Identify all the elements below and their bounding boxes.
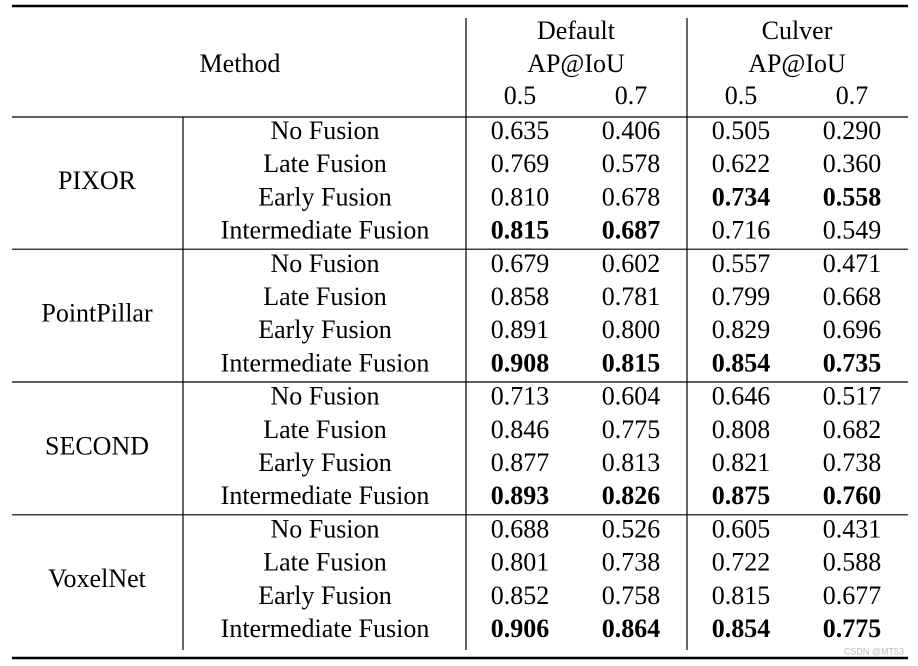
value-cell: 0.758 [602,581,661,610]
method-label: SECOND [45,431,149,460]
fusion-label: Early Fusion [258,448,392,477]
fusion-label: No Fusion [270,382,379,411]
value-cell: 0.815 [491,216,550,245]
watermark: CSDN @MT53 [844,646,904,656]
value-cell: 0.854 [712,348,771,377]
value-cell: 0.431 [823,514,882,543]
fusion-label: Late Fusion [263,415,387,444]
value-cell: 0.604 [602,382,661,411]
value-cell: 0.722 [712,548,771,577]
value-cell: 0.677 [823,581,882,610]
value-cell: 0.775 [602,415,661,444]
value-cell: 0.821 [712,448,771,477]
header-group: Default [537,16,616,45]
value-cell: 0.646 [712,382,771,411]
value-cell: 0.696 [823,315,882,344]
value-cell: 0.877 [491,448,550,477]
value-cell: 0.687 [602,216,661,245]
value-cell: 0.781 [602,282,661,311]
value-cell: 0.826 [602,481,661,510]
fusion-label: Late Fusion [263,149,387,178]
fusion-label: No Fusion [270,514,379,543]
value-cell: 0.557 [712,249,771,278]
fusion-label: Intermediate Fusion [221,614,430,643]
fusion-label: Early Fusion [258,182,392,211]
value-cell: 0.810 [491,182,550,211]
value-cell: 0.716 [712,216,771,245]
fusion-label: Intermediate Fusion [221,216,430,245]
fusion-label: No Fusion [270,249,379,278]
method-label: PointPillar [41,299,153,328]
value-cell: 0.602 [602,249,661,278]
value-cell: 0.800 [602,315,661,344]
fusion-label: Late Fusion [263,282,387,311]
value-cell: 0.738 [602,548,661,577]
value-cell: 0.775 [823,614,882,643]
method-label: VoxelNet [48,564,147,593]
value-cell: 0.406 [602,116,661,145]
value-cell: 0.471 [823,249,882,278]
value-cell: 0.864 [602,614,661,643]
value-cell: 0.679 [491,249,550,278]
value-cell: 0.891 [491,315,550,344]
value-cell: 0.549 [823,216,882,245]
header-metric: AP@IoU [748,49,846,78]
value-cell: 0.906 [491,614,550,643]
value-cell: 0.852 [491,581,550,610]
value-cell: 0.875 [712,481,771,510]
fusion-label: No Fusion [270,116,379,145]
value-cell: 0.858 [491,282,550,311]
value-cell: 0.517 [823,382,882,411]
value-cell: 0.846 [491,415,550,444]
value-cell: 0.854 [712,614,771,643]
value-cell: 0.682 [823,415,882,444]
value-cell: 0.578 [602,149,661,178]
value-cell: 0.760 [823,481,882,510]
value-cell: 0.799 [712,282,771,311]
header-threshold: 0.5 [725,81,758,110]
value-cell: 0.678 [602,182,661,211]
header-method: Method [200,49,281,78]
value-cell: 0.908 [491,348,550,377]
value-cell: 0.505 [712,116,771,145]
fusion-label: Intermediate Fusion [221,481,430,510]
value-cell: 0.769 [491,149,550,178]
fusion-label: Intermediate Fusion [221,348,430,377]
header-threshold: 0.5 [504,81,537,110]
value-cell: 0.290 [823,116,882,145]
value-cell: 0.668 [823,282,882,311]
value-cell: 0.813 [602,448,661,477]
fusion-label: Late Fusion [263,548,387,577]
value-cell: 0.588 [823,548,882,577]
value-cell: 0.893 [491,481,550,510]
value-cell: 0.688 [491,514,550,543]
value-cell: 0.605 [712,514,771,543]
value-cell: 0.735 [823,348,882,377]
value-cell: 0.713 [491,382,550,411]
header-group: Culver [762,16,833,45]
value-cell: 0.360 [823,149,882,178]
value-cell: 0.622 [712,149,771,178]
fusion-label: Early Fusion [258,315,392,344]
value-cell: 0.734 [712,182,771,211]
value-cell: 0.808 [712,415,771,444]
value-cell: 0.801 [491,548,550,577]
value-cell: 0.815 [602,348,661,377]
header-threshold: 0.7 [615,81,648,110]
header-metric: AP@IoU [527,49,625,78]
value-cell: 0.738 [823,448,882,477]
value-cell: 0.829 [712,315,771,344]
value-cell: 0.526 [602,514,661,543]
header-threshold: 0.7 [836,81,869,110]
method-label: PIXOR [58,166,137,195]
fusion-label: Early Fusion [258,581,392,610]
value-cell: 0.635 [491,116,550,145]
value-cell: 0.558 [823,182,882,211]
value-cell: 0.815 [712,581,771,610]
